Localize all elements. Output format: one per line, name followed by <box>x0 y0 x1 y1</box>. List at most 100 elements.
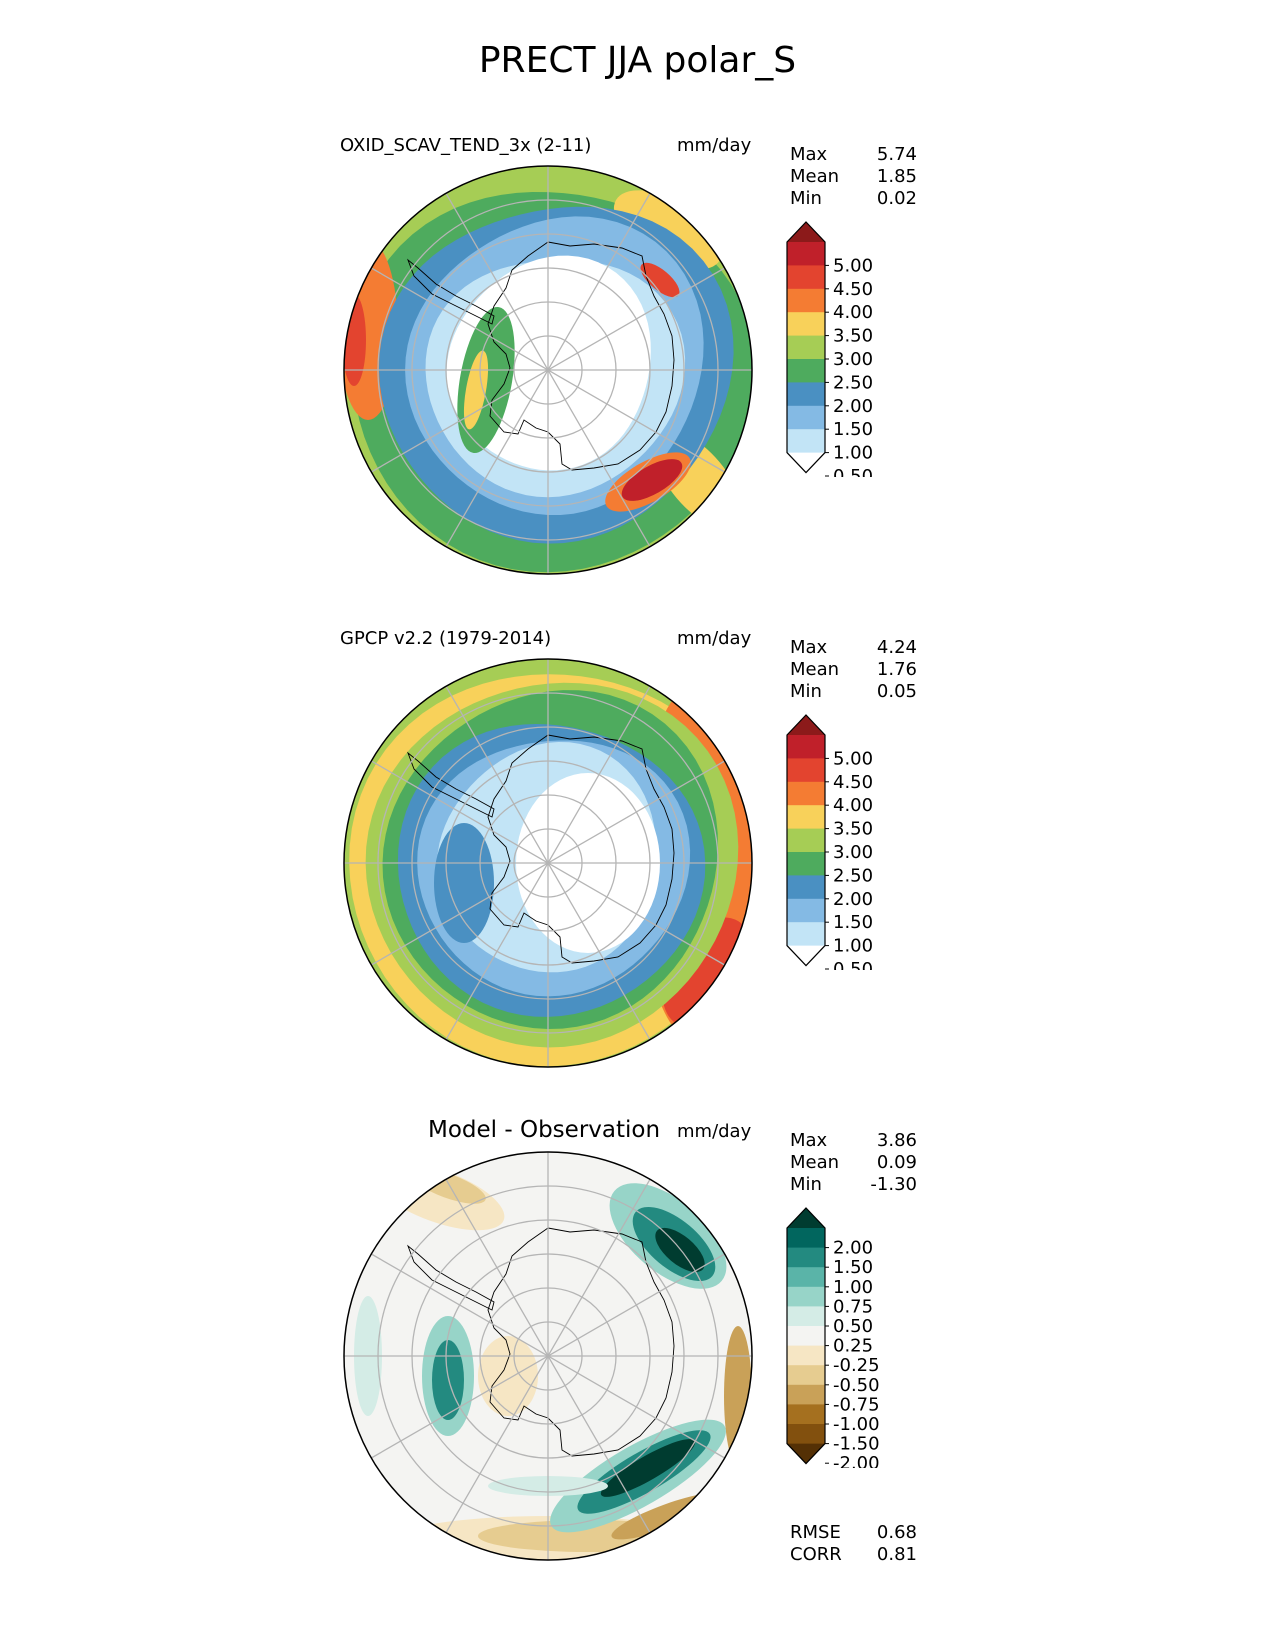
colorbar-tick-label: 4.00 <box>833 302 873 323</box>
colorbar-segment <box>787 1306 825 1327</box>
stats-ref: Max 4.24 Mean 1.76 Min 0.05 <box>790 637 917 703</box>
metric-value: 0.81 <box>876 1544 917 1565</box>
stat-value: 1.76 <box>876 659 917 680</box>
colorbar-extend-bottom <box>787 945 825 966</box>
metrics-diff: RMSE 0.68 CORR 0.81 <box>790 1522 917 1566</box>
colorbar-segment <box>787 405 825 430</box>
colorbar-tick-label: 3.50 <box>833 819 873 840</box>
stat-value: 0.02 <box>876 188 917 209</box>
colorbar-segment <box>787 1228 825 1249</box>
colorbar-segment <box>787 1267 825 1288</box>
colorbar-tick-label: 0.50 <box>833 1316 873 1337</box>
colorbar-segment <box>787 288 825 313</box>
antarctica-coastline <box>487 734 675 964</box>
field-band <box>621 459 683 501</box>
colorbar-segment <box>787 1384 825 1405</box>
colorbar-tick-label: 2.00 <box>833 1238 873 1259</box>
units-diff: mm/day <box>677 1121 752 1142</box>
colorbar-segment <box>787 265 825 290</box>
colorbar-segment <box>787 805 825 830</box>
metric-value: 0.68 <box>876 1522 917 1543</box>
stat-label: Mean <box>790 166 840 187</box>
stat-label: Max <box>790 637 828 658</box>
colorbar-tick-label: 2.00 <box>833 396 873 417</box>
colorbar-segment <box>787 828 825 853</box>
metric-label: CORR <box>790 1544 842 1565</box>
map-boundary <box>343 165 753 575</box>
stat-label: Min <box>790 188 822 209</box>
field-band <box>600 1439 696 1497</box>
field-band <box>434 823 494 943</box>
stat-label: Mean <box>790 1152 840 1173</box>
colorbar-tick-label: -1.50 <box>833 1434 880 1455</box>
peninsula-coastline <box>407 1244 495 1311</box>
colorbar-tick-label: 1.50 <box>833 419 873 440</box>
colorbar-tick-label: 1.00 <box>833 936 873 957</box>
polar-map-diff <box>343 1151 753 1561</box>
colorbar-tick-label: 2.50 <box>833 865 873 886</box>
colorbar-tick-label: -2.00 <box>833 1453 880 1467</box>
colorbar-tick-label: 3.00 <box>833 842 873 863</box>
units-test: mm/day <box>677 135 752 156</box>
metric-label: RMSE <box>790 1522 841 1543</box>
colorbar-extend-top <box>787 1208 825 1228</box>
colorbar-segment <box>787 1326 825 1347</box>
colorbar-segment <box>787 359 825 383</box>
colorbar-tick-label: 0.75 <box>833 1296 873 1317</box>
stat-value: 0.05 <box>876 681 917 702</box>
colorbar-segment <box>787 781 825 806</box>
colorbar-tick-label: 3.50 <box>833 326 873 347</box>
meridian-line <box>445 1179 651 1533</box>
colorbar-tick-label: 3.00 <box>833 349 873 370</box>
colorbar-tick-label: 0.50 <box>833 466 873 477</box>
panel-title-diff: Model - Observation <box>428 1117 661 1143</box>
colorbar-segment <box>787 1404 825 1425</box>
antarctica-coastline <box>487 241 675 471</box>
colorbar-tick-label: 1.50 <box>833 912 873 933</box>
stat-label: Min <box>790 1174 822 1195</box>
peninsula-coastline <box>407 258 495 325</box>
colorbar-ref: 5.00 4.504.00 3.503.002.50 2.001.50 1.00 0.50 <box>786 714 873 970</box>
colorbar-segment <box>787 312 825 337</box>
colorbar-tick-label: -0.75 <box>833 1394 880 1415</box>
stat-value: 1.85 <box>876 166 917 187</box>
polar-map-test <box>343 165 753 575</box>
colorbar-segment <box>787 1365 825 1386</box>
colorbar-segment <box>787 735 825 759</box>
stat-value: 0.09 <box>876 1152 917 1173</box>
figure-title: PRECT JJA polar_S <box>478 40 797 81</box>
meridian-line <box>445 193 651 547</box>
field-band <box>655 1227 705 1273</box>
colorbar-tick-label: 4.50 <box>833 772 873 793</box>
colorbar-tick-label: -0.50 <box>833 1375 880 1396</box>
panel-title-ref: GPCP v2.2 (1979-2014) <box>340 628 552 649</box>
colorbar-tick-label: 4.50 <box>833 279 873 300</box>
stat-label: Max <box>790 1130 828 1151</box>
colorbar-extend-top <box>787 715 825 735</box>
colorbar-segment <box>787 242 825 266</box>
colorbar-segment <box>787 1247 825 1268</box>
colorbar-segment <box>787 1424 825 1445</box>
graticule <box>344 1152 752 1560</box>
colorbar-extend-top <box>787 222 825 242</box>
colorbar-tick-label: 5.00 <box>833 255 873 276</box>
meridian-line <box>445 686 651 1040</box>
stats-test: Max 5.74 Mean 1.85 Min 0.02 <box>790 144 917 210</box>
colorbar-tick-label: -0.25 <box>833 1355 880 1376</box>
colorbar-segment <box>787 875 825 900</box>
colorbar-tick-label: 1.00 <box>833 1277 873 1298</box>
stat-value: 3.86 <box>876 1130 917 1151</box>
field-layers <box>344 1152 752 1560</box>
colorbar-segment <box>787 382 825 407</box>
colorbar-diff: 2.001.501.000.750.500.25-0.25-0.50-0.75-… <box>786 1207 880 1468</box>
stat-label: Min <box>790 681 822 702</box>
colorbar-segment <box>787 852 825 876</box>
colorbar-tick-label: 2.50 <box>833 372 873 393</box>
colorbar-segment <box>787 1286 825 1307</box>
field-layers <box>344 659 752 1067</box>
colorbar-segment <box>787 758 825 783</box>
colorbar-segment <box>787 898 825 923</box>
stats-diff: Max 3.86 Mean 0.09 Min -1.30 <box>790 1130 917 1196</box>
graticule <box>344 659 752 1067</box>
colorbar-tick-label: 0.25 <box>833 1336 873 1357</box>
